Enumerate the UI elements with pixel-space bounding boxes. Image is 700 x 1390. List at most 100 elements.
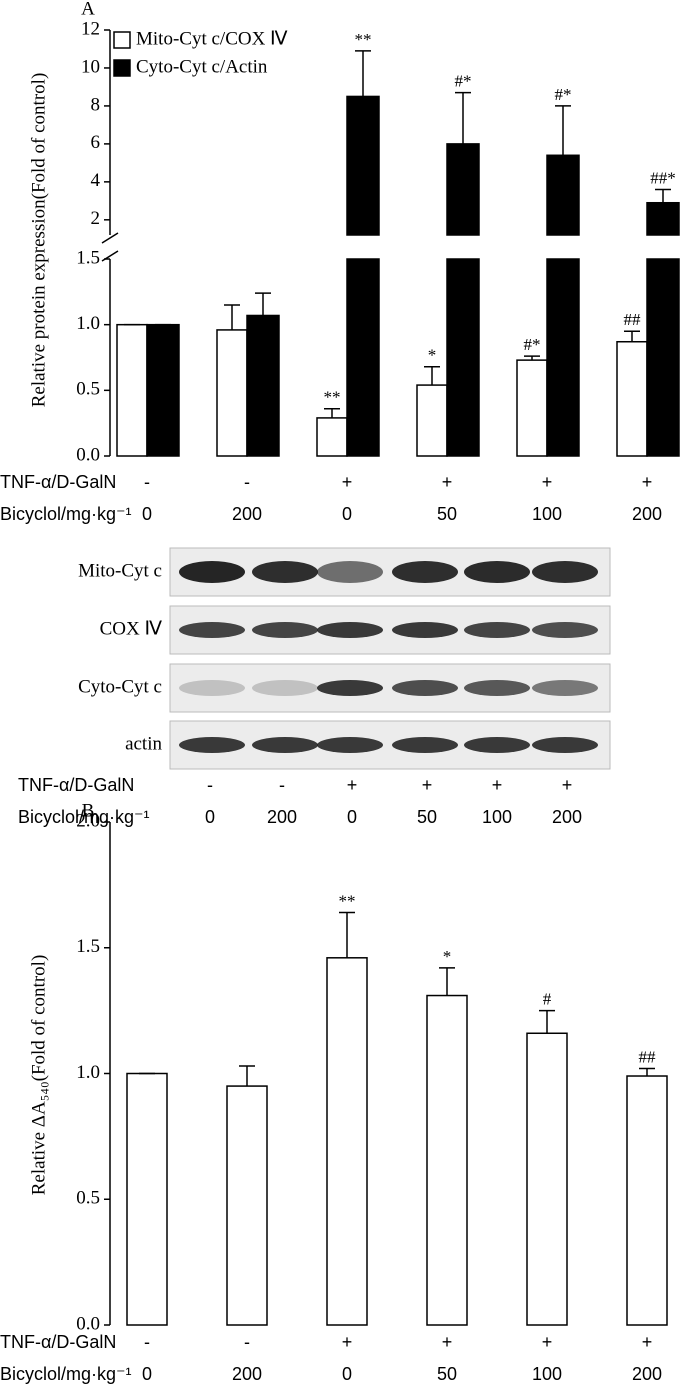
treatment-value: 50 [437, 1364, 457, 1384]
treatment-value: + [542, 1332, 553, 1352]
bar [646, 258, 680, 457]
y-tick-label: 2 [91, 208, 101, 229]
bar [216, 329, 248, 457]
error-bar [239, 1065, 255, 1087]
blot-band [179, 737, 245, 753]
error-bar [324, 407, 340, 418]
blot-band [317, 680, 383, 696]
y-tick-label: 1.5 [76, 247, 100, 268]
bar [616, 340, 648, 457]
blot-row-label: Mito-Cyt c [78, 560, 162, 581]
treatment-value: 200 [632, 1364, 662, 1384]
y-tick-label: 8 [91, 94, 101, 115]
y-tick-label: 4 [91, 170, 101, 191]
significance-label: * [428, 346, 437, 365]
treatment-value: 200 [632, 504, 662, 524]
treatment-value: 100 [482, 807, 512, 827]
significance-label: ** [355, 30, 372, 49]
error-bar [524, 355, 540, 361]
y-tick-label: 6 [91, 132, 101, 153]
treatment-value: 100 [532, 1364, 562, 1384]
bar [526, 1032, 568, 1326]
treatment-label: Bicyclol/mg·kg⁻¹ [0, 1364, 132, 1384]
treatment-value: - [144, 1332, 150, 1352]
blot-row-label: COX Ⅳ [100, 618, 163, 639]
treatment-value: 200 [232, 1364, 262, 1384]
blot-band [392, 561, 458, 583]
treatment-label: Bicyclol/mg·kg⁻¹ [18, 807, 150, 827]
significance-label: ##* [650, 168, 676, 187]
treatment-value: 0 [142, 1364, 152, 1384]
bar-upper [646, 201, 680, 236]
treatment-label: TNF-α/D-GalN [0, 472, 116, 492]
blot-band [464, 622, 530, 638]
y-tick-label: 0.0 [76, 444, 100, 465]
blot-band [252, 680, 318, 696]
error-bar [624, 330, 640, 342]
error-bar [555, 105, 571, 156]
blot-band [179, 680, 245, 696]
treatment-value: - [207, 775, 213, 795]
significance-label: * [443, 947, 452, 966]
y-tick-label: 0.5 [76, 1188, 100, 1209]
bar [126, 1072, 168, 1326]
treatment-value: - [144, 472, 150, 492]
bar [346, 258, 380, 457]
axis-break [101, 232, 119, 262]
error-bar [639, 1067, 655, 1077]
error-bar [539, 1009, 555, 1034]
y-tick-label: 12 [81, 18, 100, 39]
treatment-value: 0 [347, 807, 357, 827]
treatment-value: 200 [232, 504, 262, 524]
treatment-value: 200 [267, 807, 297, 827]
significance-label: ## [624, 310, 642, 329]
significance-label: ## [639, 1047, 657, 1066]
blot-band [532, 737, 598, 753]
significance-label: # [543, 990, 552, 1009]
treatment-value: + [347, 775, 358, 795]
bar [116, 323, 148, 457]
treatment-value: + [442, 472, 453, 492]
error-bar [655, 188, 671, 203]
y-tick-label: 1.5 [76, 936, 100, 957]
bar [146, 323, 180, 457]
treatment-label: Bicyclol/mg·kg⁻¹ [0, 504, 132, 524]
treatment-value: 50 [437, 504, 457, 524]
treatment-value: 0 [142, 504, 152, 524]
bar [316, 417, 348, 457]
blot-band [252, 561, 318, 583]
treatment-label: TNF-α/D-GalN [18, 775, 134, 795]
blot-band [392, 680, 458, 696]
error-bar [355, 50, 371, 97]
blot-band [392, 737, 458, 753]
bar-upper [446, 143, 480, 236]
treatment-value: 200 [552, 807, 582, 827]
bar [426, 994, 468, 1326]
y-tick-label: 1.0 [76, 1062, 100, 1083]
treatment-value: - [279, 775, 285, 795]
y-tick-label: 0.5 [76, 379, 100, 400]
significance-label: #* [555, 85, 572, 104]
bar [246, 314, 280, 457]
treatment-value: + [642, 472, 653, 492]
bar [446, 258, 480, 457]
treatment-value: 0 [342, 1364, 352, 1384]
significance-label: ** [324, 388, 341, 407]
blot-row-label: actin [125, 733, 162, 754]
treatment-value: 100 [532, 504, 562, 524]
treatment-label: TNF-α/D-GalN [0, 1332, 116, 1352]
blot-band [179, 622, 245, 638]
blot-band [532, 561, 598, 583]
treatment-value: + [642, 1332, 653, 1352]
panel-label: A [81, 0, 95, 19]
treatment-value: + [492, 775, 503, 795]
error-bar [424, 365, 440, 386]
bar-upper [546, 154, 580, 236]
legend-swatch [113, 31, 131, 49]
treatment-value: 0 [342, 504, 352, 524]
blot-band [532, 680, 598, 696]
y-tick-label: 1.0 [76, 313, 100, 334]
y-tick-label: 0.0 [76, 1313, 100, 1334]
bar [326, 957, 368, 1326]
